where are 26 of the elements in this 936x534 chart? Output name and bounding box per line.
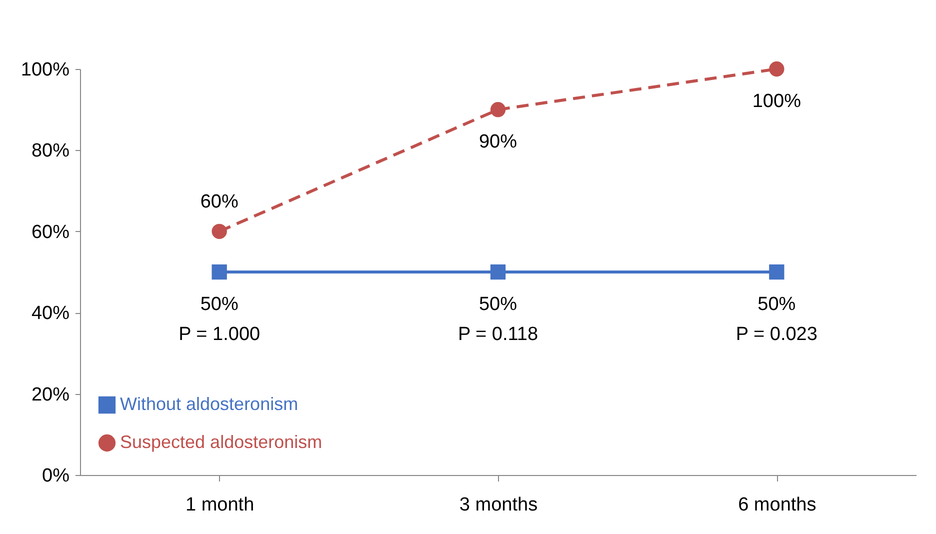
point [769,61,784,77]
point [490,264,506,280]
annotation: P = 0.023 [736,324,818,345]
data-label: 50% [200,294,238,315]
data-label: 90% [478,132,518,153]
x-tick-label: 1 month [186,494,254,516]
point [490,102,506,118]
point [212,264,227,280]
annotation: P = 1.000 [178,324,260,345]
point [212,224,227,239]
x-tick-label: 3 months [459,494,538,516]
y-tick-label: 40% [31,303,70,324]
y-tick-label: 100% [20,60,70,80]
point [769,264,784,280]
y-tick-label: 80% [31,140,70,162]
y-tick-label: 20% [31,384,70,406]
y-tick-label: 0% [42,466,70,486]
y-tick-label: 60% [31,222,70,243]
x-tick-label: 6 months [738,494,816,516]
data-label: 100% [752,91,802,112]
data-label: 50% [758,294,796,315]
legend-label: Suspected aldosteronism [120,432,322,452]
data-label: 60% [200,191,238,212]
legend-label: Without aldosteronism [120,394,298,414]
data-label: 50% [478,294,518,315]
annotation: P = 0.118 [458,324,538,345]
